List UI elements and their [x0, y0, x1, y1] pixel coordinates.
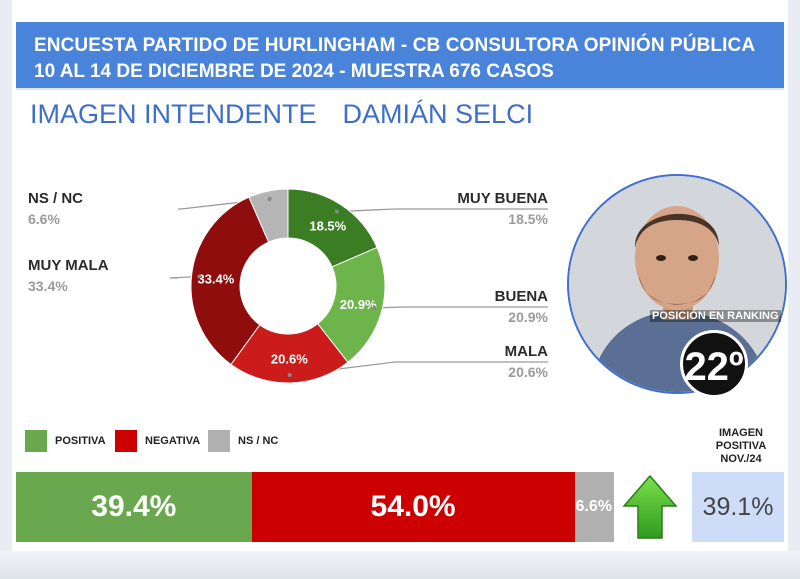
- slice-buena-data-label: 20.9%: [340, 297, 377, 312]
- slice-muy-buena-leader-line: [336, 208, 548, 213]
- summary-segment-positiva: 39.4%: [16, 472, 252, 542]
- summary-bar: 39.4% 54.0% 6.6%: [16, 472, 614, 542]
- legend-swatch-positiva: [25, 430, 47, 452]
- slice-ns-nc-leader-dot: [267, 196, 272, 201]
- title-part-1: IMAGEN INTENDENTE: [30, 99, 317, 129]
- slice-buena-leader-dot: [372, 305, 377, 310]
- label-muy-mala: MUY MALA: [28, 257, 109, 274]
- legend-swatch-ns-nc: [208, 430, 230, 452]
- label-muy-buena: MUY BUENA: [457, 190, 548, 207]
- value-muy-mala: 33.4%: [28, 278, 68, 294]
- value-mala: 20.6%: [508, 364, 548, 380]
- slice-muy-mala-data-label: 33.4%: [197, 271, 234, 286]
- summary-segment-negativa: 54.0%: [251, 472, 575, 542]
- value-ns-nc: 6.6%: [28, 211, 60, 227]
- previous-label: IMAGEN POSITIVA NOV./24: [715, 427, 767, 465]
- ranking-label: POSICIÓN EN RANKING: [650, 310, 781, 322]
- legend-positiva: POSITIVA: [25, 430, 106, 452]
- legend-negativa: NEGATIVA: [115, 430, 200, 452]
- ranking-badge: 22º: [680, 330, 748, 398]
- slice-mala-data-label: 20.6%: [271, 351, 308, 366]
- label-ns-nc: NS / NC: [28, 190, 84, 207]
- slice-muy-mala: [190, 196, 270, 366]
- slice-mala: [230, 323, 349, 384]
- legend-text-negativa: NEGATIVA: [145, 435, 201, 447]
- summary-segment-ns-nc: 6.6%: [574, 472, 614, 542]
- slice-muy-buena-leader-dot: [334, 209, 339, 214]
- frame-right: [788, 0, 800, 579]
- value-muy-buena: 18.5%: [508, 211, 548, 227]
- header-banner: ENCUESTA PARTIDO DE HURLINGHAM - CB CONS…: [16, 22, 784, 88]
- slice-mala-leader-dot: [287, 372, 292, 377]
- frame-left: [0, 0, 12, 579]
- header-separator: [16, 88, 784, 90]
- legend-text-ns-nc: NS / NC: [238, 435, 279, 447]
- header-line-2: 10 AL 14 DE DICIEMBRE DE 2024 - MUESTRA …: [34, 61, 554, 82]
- previous-value: 39.1%: [692, 472, 784, 542]
- legend-ns-nc: NS / NC: [208, 430, 278, 452]
- trend-up-arrow-icon: [622, 474, 678, 539]
- header-line-1: ENCUESTA PARTIDO DE HURLINGHAM - CB CONS…: [34, 35, 756, 56]
- slice-muy-buena-data-label: 18.5%: [309, 218, 346, 233]
- slice-muy-mala-leader-dot: [197, 274, 202, 279]
- frame-bottom: [0, 551, 800, 579]
- legend-swatch-negativa: [115, 430, 137, 452]
- mayor-photo: [567, 174, 787, 394]
- legend-text-positiva: POSITIVA: [55, 435, 106, 447]
- label-buena: BUENA: [494, 288, 548, 305]
- slice-muy-mala-leader-line: [169, 275, 200, 279]
- page-title: IMAGEN INTENDENTE DAMIÁN SELCI: [30, 99, 533, 130]
- slice-buena-leader-line: [374, 306, 548, 309]
- title-part-2: DAMIÁN SELCI: [342, 99, 534, 129]
- slice-buena: [316, 246, 386, 363]
- slice-ns-nc: [248, 188, 289, 243]
- label-mala: MALA: [504, 343, 548, 360]
- value-buena: 20.9%: [508, 309, 548, 325]
